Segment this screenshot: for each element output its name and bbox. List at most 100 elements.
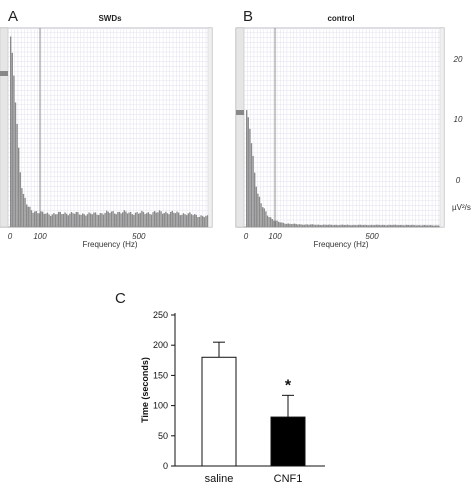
spectrum-bar (337, 225, 339, 227)
spectrum-bar (162, 213, 164, 227)
spectrum-bar (396, 225, 398, 227)
bars: * (201, 341, 306, 467)
spectrum-bar (66, 213, 68, 227)
spectrum-bar (282, 222, 285, 227)
spectrum-bar (422, 225, 424, 227)
y-axis-ticks: 0 50 100 150 200 250 (153, 310, 175, 471)
spectrum-bar (206, 215, 209, 227)
spectrum-bars (246, 110, 440, 227)
spectrum-bar (290, 224, 293, 227)
spectrum-bar (184, 214, 186, 227)
spectrum-bar (254, 172, 256, 227)
spectrum-bar (21, 188, 23, 227)
spectrum-bar (433, 225, 435, 227)
panel-letter-a: A (8, 8, 18, 25)
spectrum-bar (348, 225, 350, 227)
y-axis-label: Time (seconds) (140, 357, 150, 423)
spectrum-bar (252, 155, 254, 227)
spectrum-bar (249, 128, 251, 227)
spectrum-bar (327, 224, 329, 227)
spectrum-bar (345, 224, 347, 227)
spectrum-bar (302, 224, 304, 227)
spectrum-bar (101, 213, 103, 227)
spectrum-bar (398, 225, 400, 227)
spectrum-bar (340, 224, 342, 227)
frequency-scrollbar[interactable] (235, 27, 245, 228)
x-axis-label: Frequency (Hz) (82, 240, 137, 249)
spectrum-bar (362, 225, 365, 227)
spectrum-bar (198, 216, 201, 227)
x-tick-labels: 0 100 500 (8, 232, 146, 241)
bar-cnf1 (270, 416, 306, 467)
spectrum-bar (354, 225, 357, 227)
spectrum-bar (125, 211, 127, 227)
spectrum-bar (107, 211, 109, 227)
spectrum-bar (399, 224, 401, 227)
y-tick-label: 0 (456, 176, 461, 185)
spectrum-bar (279, 222, 281, 227)
spectrum-bar (98, 214, 100, 227)
spectrum-bar (62, 213, 65, 227)
x-tick-label: 0 (8, 232, 13, 241)
spectrum-bar (404, 225, 406, 227)
spectrum-bar (85, 215, 87, 227)
spectrum-bar (377, 224, 379, 227)
x-tick-label: 500 (365, 232, 379, 241)
spectrum-bar (361, 225, 363, 227)
spectrum-bar (176, 211, 178, 227)
spectrum-bar (334, 224, 336, 227)
spectrum-bar (102, 214, 105, 227)
spectrum-bar (310, 224, 312, 227)
spectrum-bar (268, 217, 270, 227)
spectrum-bar (372, 225, 374, 227)
spectrum-bar (195, 214, 197, 227)
spectrum-bar (146, 213, 148, 227)
spectrum-bar (142, 211, 145, 227)
spectrum-bar (200, 215, 202, 227)
y-tick-label: 20 (453, 55, 463, 64)
y-tick-label: 150 (153, 370, 168, 380)
spectrum-bar (294, 223, 296, 227)
spectrum-bar (32, 212, 34, 227)
spectrum-bar (401, 225, 403, 227)
spectrum-bar (385, 225, 387, 227)
frequency-scroll-thumb[interactable] (0, 71, 8, 76)
significance-marker: * (285, 377, 292, 394)
spectrum-bar (322, 224, 325, 227)
spectrum-bar (46, 212, 49, 227)
spectrum-bar (181, 214, 183, 227)
y-tick-label: 0 (163, 461, 168, 471)
spectrum-bar (271, 219, 273, 227)
y-tick-label: 10 (454, 115, 463, 124)
spectrum-bar (144, 214, 146, 227)
spectrum-bar (431, 225, 433, 227)
spectrum-bar (287, 223, 289, 227)
spectrum-bar (112, 211, 114, 227)
spectrum-bar (326, 224, 328, 227)
y-tick-label: 50 (158, 431, 168, 441)
spectrum-bar (332, 225, 334, 227)
spectrum-bar (43, 213, 45, 227)
y-tick-label: 200 (153, 340, 168, 350)
spectrum-bar (35, 211, 37, 227)
spectrum-bar (179, 215, 181, 227)
category-label: CNF1 (274, 473, 303, 484)
spectrum-bar (409, 225, 411, 227)
spectrum-bar (262, 207, 264, 227)
spectrum-bar (83, 214, 85, 227)
spectrum-bar (104, 212, 106, 227)
spectrum-bar (133, 214, 135, 227)
spectrum-bar (56, 214, 58, 227)
spectrum-bar (45, 213, 47, 227)
frequency-scroll-thumb[interactable] (236, 110, 244, 115)
frequency-scrollbar[interactable] (0, 27, 9, 228)
spectrum-bar (173, 212, 175, 227)
spectrum-bar (126, 213, 129, 227)
spectrum-bar (289, 223, 291, 227)
spectrum-bar (351, 225, 353, 227)
x-tick-label: 100 (33, 232, 47, 241)
spectrum-bar (18, 147, 20, 227)
panel-title-control: control (327, 14, 354, 23)
spectrum-bar (255, 186, 257, 227)
